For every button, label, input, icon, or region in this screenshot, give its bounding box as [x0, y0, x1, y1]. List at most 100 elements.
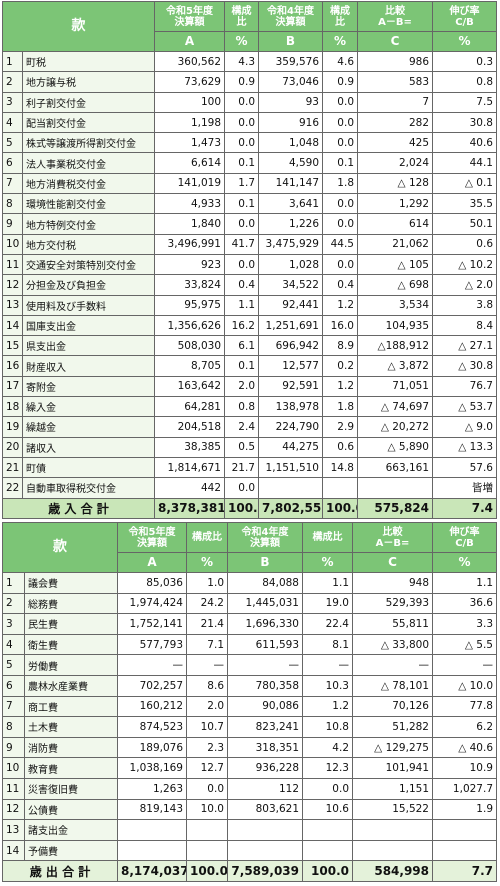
- table-cell: 9: [2, 213, 23, 235]
- header-cell: 令和4年度 決算額: [227, 522, 303, 553]
- table-cell: 1,048: [258, 132, 323, 154]
- table-cell: 318,351: [227, 736, 303, 759]
- table-cell: 44.1: [432, 152, 497, 174]
- table-cell: 163,642: [154, 375, 225, 398]
- table-cell: 100: [154, 91, 225, 113]
- table-cell: 224,790: [258, 416, 323, 438]
- table-cell: 1.2: [302, 695, 353, 718]
- table-cell: 10: [2, 233, 23, 255]
- table-cell: 22.4: [302, 613, 353, 635]
- header-cell: B: [227, 552, 303, 573]
- table-cell: 財産収入: [22, 355, 155, 377]
- table-cell: 町税: [22, 50, 155, 73]
- table-cell: 57.6: [432, 456, 497, 479]
- table-cell: 442: [154, 477, 225, 499]
- table-cell: 611,593: [227, 633, 303, 656]
- table-row: 8 土木費 874,523 10.7 823,241 10.8 51,282 6.2: [2, 716, 497, 738]
- table-cell: 1,356,626: [154, 314, 225, 337]
- table-cell: [117, 819, 187, 841]
- table-cell: 1,251,691: [258, 314, 323, 337]
- header-cell: A: [154, 31, 225, 52]
- table-cell: △ 2.0: [432, 274, 497, 296]
- table-row: 11 交通安全対策特別交付金 923 0.0 1,028 0.0 △ 105 △ 10.2: [2, 253, 497, 276]
- table-cell: 22: [2, 477, 23, 499]
- table-cell: 利子割交付金: [22, 91, 155, 113]
- table-cell: 皆増: [432, 477, 497, 499]
- table-body: 1 町税 360,562 4.3 359,576 4.6 986 0.3 2 地方譲与税 73,62…: [2, 50, 497, 519]
- table-cell: 1,696,330: [227, 613, 303, 635]
- table-cell: 21.7: [224, 456, 259, 479]
- table-cell: 5: [2, 654, 25, 676]
- table-cell: 696,942: [258, 335, 323, 357]
- total-row: 歳 出 合 計 8,174,037 100.0 7,589,039 100.0 584,9…: [2, 860, 497, 882]
- table-cell: 1: [2, 50, 23, 73]
- total-cell: 100.0: [322, 497, 358, 519]
- table-cell: [186, 839, 228, 862]
- table-cell: 141,147: [258, 172, 323, 195]
- header-cell: 令和5年度 決算額: [154, 1, 225, 32]
- table-cell: 8.4: [432, 314, 497, 337]
- table-cell: 12: [2, 274, 23, 296]
- table-row: 13 諸支出金: [2, 819, 497, 841]
- table-row: 12 分担金及び負担金 33,824 0.4 34,522 0.4 △ 698 △ 2.0: [2, 274, 497, 296]
- table-cell: △ 30.8: [432, 355, 497, 377]
- table-cell: 3.8: [432, 294, 497, 316]
- table-cell: —: [117, 654, 187, 676]
- table-cell: 34,522: [258, 274, 323, 296]
- header-cell: %: [302, 552, 353, 573]
- table-cell: 44.5: [322, 233, 358, 255]
- total-label: 歳 入 合 計: [2, 497, 155, 519]
- table-cell: 1.7: [224, 172, 259, 195]
- table-cell: 0.1: [322, 152, 358, 174]
- table-cell: 529,393: [352, 592, 433, 615]
- table-row: 6 農林水産業費 702,257 8.6 780,358 10.3 △ 78,101 △ 10…: [2, 674, 497, 697]
- table-cell: 3: [2, 91, 23, 113]
- table-cell: 0.0: [224, 477, 259, 499]
- table-cell: 104,935: [357, 314, 433, 337]
- table-cell: 35.5: [432, 193, 497, 215]
- table-cell: 84,088: [227, 572, 303, 594]
- table-cell: 64,281: [154, 396, 225, 418]
- table-cell: 0.0: [322, 193, 358, 215]
- table-cell: 819,143: [117, 798, 187, 821]
- table-cell: 0.0: [322, 91, 358, 113]
- table-cell: 160,212: [117, 695, 187, 718]
- table-row: 3 利子割交付金 100 0.0 93 0.0 7 7.5: [2, 91, 497, 113]
- table-cell: 1,974,424: [117, 592, 187, 615]
- header-cell: C: [352, 552, 433, 573]
- table-cell: △ 0.1: [432, 172, 497, 195]
- table-cell: 1.8: [322, 396, 358, 418]
- table-cell: [352, 819, 433, 841]
- table-cell: 1,198: [154, 111, 225, 134]
- table-cell: 0.0: [224, 111, 259, 134]
- table-cell: 282: [357, 111, 433, 134]
- table-cell: 19: [2, 416, 23, 438]
- header-cell: 令和4年度 決算額: [258, 1, 323, 32]
- table-cell: 92,591: [258, 375, 323, 398]
- table-cell: 0.2: [322, 355, 358, 377]
- table-cell: 986: [357, 50, 433, 73]
- table-cell: 0.0: [224, 253, 259, 276]
- table-row: 11 災害復旧費 1,263 0.0 112 0.0 1,151 1,027.7: [2, 777, 497, 800]
- table-cell: 3.3: [432, 613, 497, 635]
- table-cell: 労働費: [24, 654, 118, 676]
- table-cell: 12,577: [258, 355, 323, 377]
- table-cell: 7: [2, 695, 25, 718]
- table-cell: 803,621: [227, 798, 303, 821]
- table-cell: 77.8: [432, 695, 497, 718]
- table-cell: 50.1: [432, 213, 497, 235]
- table-row: 16 財産収入 8,705 0.1 12,577 0.2 △ 3,872 △ 30.8: [2, 355, 497, 377]
- table-cell: 18: [2, 396, 23, 418]
- table-cell: —: [227, 654, 303, 676]
- table-cell: 1,445,031: [227, 592, 303, 615]
- header-cell: 比較 A－B=: [357, 1, 433, 32]
- table-cell: 21.4: [186, 613, 228, 635]
- table-cell: 3,641: [258, 193, 323, 215]
- table-cell: —: [432, 654, 497, 676]
- table-cell: 6: [2, 674, 25, 697]
- table-cell: 4: [2, 633, 25, 656]
- table-cell: 1,226: [258, 213, 323, 235]
- table-cell: 分担金及び負担金: [22, 274, 155, 296]
- table-cell: 780,358: [227, 674, 303, 697]
- table-cell: 577,793: [117, 633, 187, 656]
